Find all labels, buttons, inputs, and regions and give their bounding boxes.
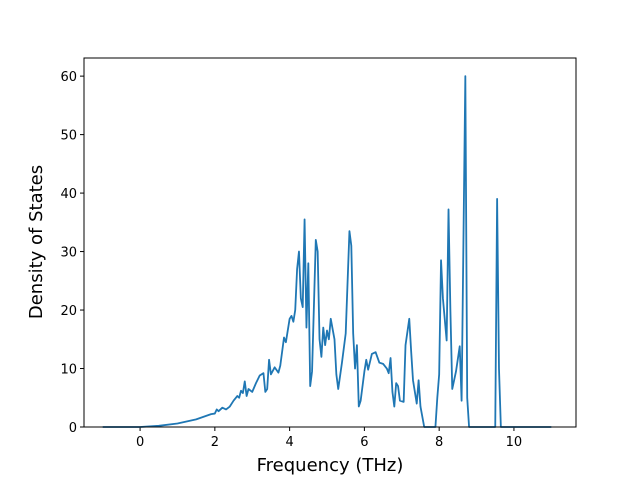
x-tick-label: 8 (435, 435, 443, 450)
plot-frame (83, 57, 577, 428)
y-tick-label: 20 (60, 304, 77, 319)
x-tick-label: 10 (506, 435, 523, 450)
x-tick-label: 6 (360, 435, 368, 450)
x-tick-label: 2 (211, 435, 219, 450)
y-tick-label: 0 (69, 421, 77, 436)
y-axis-label: Density of States (26, 165, 47, 319)
y-tick-label: 30 (60, 246, 77, 261)
y-tick-label: 40 (60, 187, 77, 202)
x-tick-label: 0 (136, 435, 144, 450)
x-axis-label: Frequency (THz) (257, 455, 404, 476)
y-tick-label: 10 (60, 363, 77, 378)
y-tick-label: 60 (60, 70, 77, 85)
x-tick-label: 4 (285, 435, 293, 450)
data-line (102, 75, 552, 428)
y-tick-label: 50 (60, 129, 77, 144)
